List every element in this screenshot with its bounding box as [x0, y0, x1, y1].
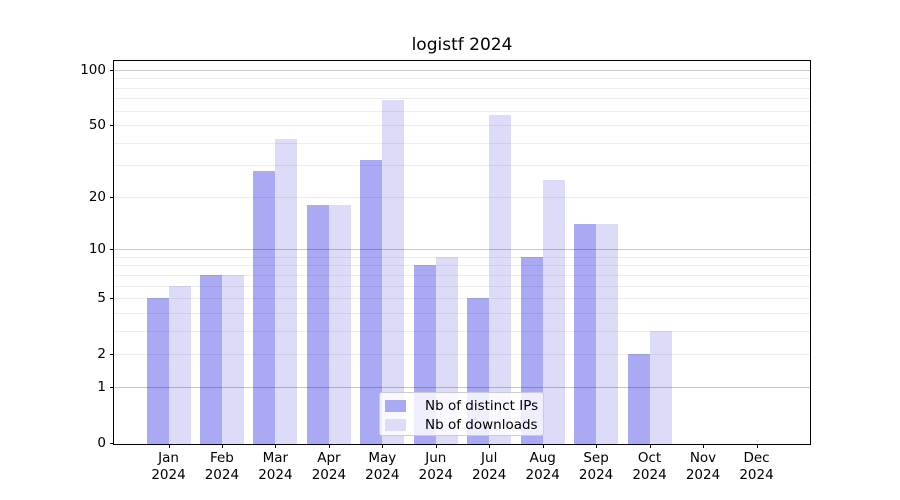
gridline-minor-20	[114, 196, 810, 198]
x-tick-may-2024	[382, 444, 384, 448]
legend: Nb of distinct IPs Nb of downloads	[379, 392, 544, 436]
y-tick-50	[110, 125, 114, 127]
y-tick-20	[110, 196, 114, 198]
x-tick-jan-2024	[168, 444, 170, 448]
bar-ips-may-2024	[360, 160, 383, 444]
gridline-minor-40	[114, 142, 810, 144]
y-tick-label-50: 50	[88, 117, 106, 134]
gridline-minor-7	[114, 274, 810, 276]
bar-ips-sep-2024	[574, 223, 597, 444]
x-tick-aug-2024	[542, 444, 544, 448]
x-tick-label-jan-2024: Jan 2024	[151, 450, 186, 483]
x-tick-mar-2024	[275, 444, 277, 448]
gridline-minor-60	[114, 110, 810, 112]
legend-item-distinct-ips: Nb of distinct IPs	[380, 396, 543, 415]
bar-downloads-sep-2024	[596, 223, 619, 444]
bar-ips-feb-2024	[199, 274, 222, 444]
x-tick-nov-2024	[703, 444, 704, 448]
bar-downloads-aug-2024	[542, 179, 565, 444]
gridline-major-100	[114, 70, 810, 71]
x-tick-feb-2024	[221, 444, 223, 448]
y-tick-label-1: 1	[97, 378, 106, 395]
y-tick-5	[110, 298, 114, 299]
legend-swatch-distinct-ips	[385, 399, 406, 412]
plot-area	[114, 61, 810, 444]
gridline-major-1	[114, 386, 810, 388]
x-tick-label-aug-2024: Aug 2024	[525, 450, 560, 483]
gridline-minor-90	[114, 78, 810, 80]
x-tick-jun-2024	[435, 444, 437, 448]
bar-downloads-apr-2024	[328, 204, 351, 444]
y-tick-label-20: 20	[88, 188, 106, 205]
y-tick-label-5: 5	[97, 290, 106, 306]
y-tick-1	[110, 386, 114, 388]
x-tick-label-jul-2024: Jul 2024	[472, 450, 507, 483]
x-tick-sep-2024	[596, 444, 598, 448]
gridline-major-10	[114, 249, 810, 250]
y-tick-2	[110, 354, 114, 355]
y-tick-label-2: 2	[97, 346, 106, 362]
x-tick-dec-2024	[756, 444, 758, 448]
x-tick-label-mar-2024: Mar 2024	[258, 450, 293, 483]
x-tick-label-jun-2024: Jun 2024	[418, 450, 453, 483]
bar-ips-mar-2024	[253, 170, 276, 444]
y-tick-100	[110, 70, 114, 71]
bar-ips-jan-2024	[146, 297, 169, 444]
x-tick-label-sep-2024: Sep 2024	[578, 450, 614, 483]
gridline-minor-6	[114, 285, 810, 287]
bar-ips-apr-2024	[306, 204, 329, 444]
legend-item-downloads: Nb of downloads	[380, 415, 543, 434]
x-tick-label-nov-2024: Nov 2024	[685, 450, 721, 483]
gridline-minor-30	[114, 165, 810, 167]
gridline-minor-8	[114, 265, 810, 267]
y-tick-10	[110, 249, 114, 250]
gridline-minor-2	[114, 354, 810, 355]
x-tick-label-dec-2024: Dec 2024	[739, 450, 774, 483]
gridline-minor-50	[114, 125, 810, 127]
bar-downloads-jul-2024	[489, 114, 512, 444]
bar-downloads-oct-2024	[649, 330, 672, 444]
x-tick-oct-2024	[649, 444, 651, 448]
y-tick-0	[110, 442, 114, 444]
y-tick-label-100: 100	[80, 62, 106, 78]
bar-downloads-feb-2024	[221, 274, 244, 444]
x-tick-label-may-2024: May 2024	[365, 450, 400, 483]
gridline-minor-80	[114, 87, 810, 89]
bar-downloads-jan-2024	[168, 285, 191, 444]
y-tick-label-0: 0	[97, 434, 106, 451]
x-tick-jul-2024	[489, 444, 491, 448]
legend-label-distinct-ips: Nb of distinct IPs	[425, 397, 539, 414]
bar-ips-oct-2024	[627, 353, 650, 444]
y-tick-label-10: 10	[88, 241, 106, 257]
legend-swatch-downloads	[385, 418, 406, 431]
gridline-minor-9	[114, 256, 810, 258]
bar-downloads-mar-2024	[275, 138, 298, 444]
bar-downloads-may-2024	[382, 99, 405, 444]
x-tick-apr-2024	[328, 444, 330, 448]
gridline-minor-4	[114, 312, 810, 314]
x-tick-label-feb-2024: Feb 2024	[204, 450, 240, 483]
gridline-minor-5	[114, 298, 810, 299]
chart-title: logistf 2024	[411, 35, 513, 55]
legend-label-downloads: Nb of downloads	[425, 416, 538, 433]
gridline-minor-3	[114, 330, 810, 332]
x-tick-label-apr-2024: Apr 2024	[311, 450, 347, 483]
x-tick-label-oct-2024: Oct 2024	[632, 450, 667, 483]
gridline-minor-70	[114, 98, 810, 100]
